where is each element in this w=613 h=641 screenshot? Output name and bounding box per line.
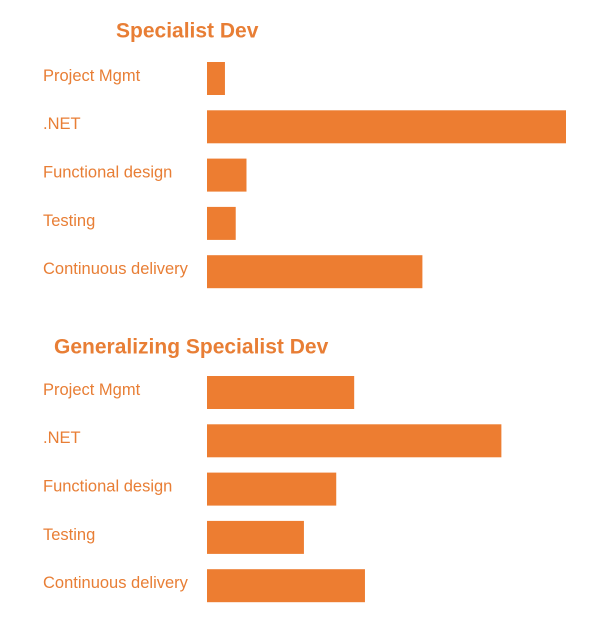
bar <box>207 206 236 240</box>
category-label: Testing <box>43 212 95 230</box>
bar <box>207 424 502 458</box>
category-label: Functional design <box>43 163 172 181</box>
chart-title: Specialist Dev <box>116 20 259 43</box>
bar <box>207 569 365 603</box>
category-label: Project Mgmt <box>43 381 141 399</box>
bar <box>207 376 355 409</box>
category-label: Continuous delivery <box>43 574 189 592</box>
bar <box>207 472 337 506</box>
category-label: .NET <box>43 115 81 133</box>
chart-title: Generalizing Specialist Dev <box>54 336 329 359</box>
bar <box>207 158 247 192</box>
bar <box>207 255 423 289</box>
bar <box>207 62 225 95</box>
category-label: .NET <box>43 429 81 447</box>
bar <box>207 110 566 144</box>
category-label: Project Mgmt <box>43 67 141 85</box>
category-label: Testing <box>43 526 95 544</box>
bar <box>207 520 304 554</box>
category-label: Functional design <box>43 477 172 495</box>
category-label: Continuous delivery <box>43 260 189 278</box>
